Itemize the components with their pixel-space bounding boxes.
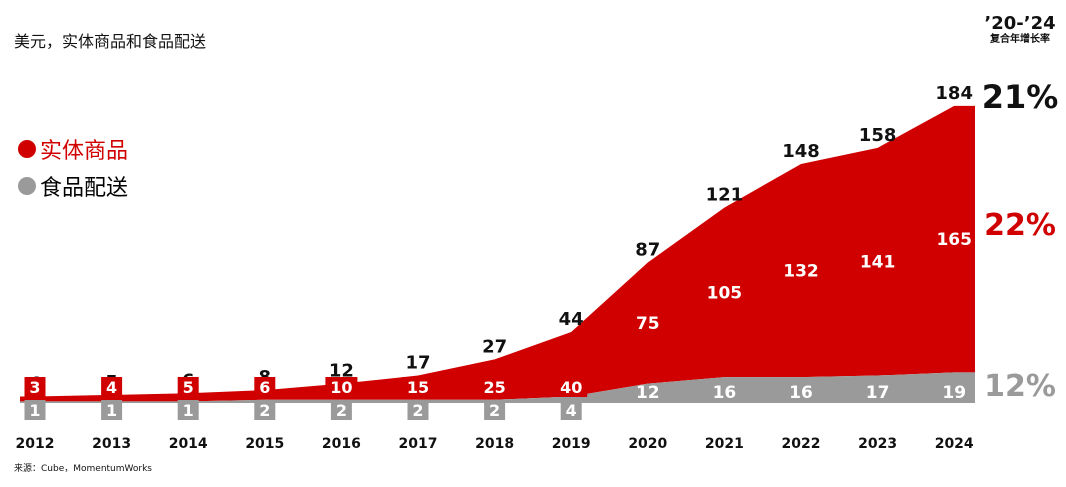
- total-label: 17: [405, 353, 430, 374]
- legend-label-food: 食品配送: [40, 176, 129, 201]
- food-value-label: 2: [336, 401, 347, 420]
- physical-value-label: 6: [259, 378, 270, 397]
- physical-value-label: 5: [183, 378, 194, 397]
- food-value-label: 16: [713, 383, 737, 403]
- source-note: 来源：Cube，MomentumWorks: [14, 464, 152, 474]
- x-tick-label: 2016: [322, 436, 361, 452]
- food-value-label: 1: [106, 401, 117, 420]
- food-value-label: 2: [412, 401, 423, 420]
- physical-value-label: 165: [936, 230, 972, 250]
- x-tick-label: 2018: [475, 436, 514, 452]
- cagr-label: 复合年增长率: [990, 34, 1050, 45]
- food-value-label: 1: [183, 401, 194, 420]
- food-label-box: [101, 400, 123, 420]
- food-value-label: 2: [259, 401, 270, 420]
- food-label-box: [407, 400, 429, 420]
- physical-value-label: 141: [860, 253, 896, 273]
- cagr-header: ’20-’24 复合年增长率: [980, 14, 1060, 46]
- physical-label-box: [177, 377, 199, 397]
- total-label: 27: [482, 336, 507, 357]
- total-label: 148: [782, 141, 820, 162]
- food-value-label: 17: [866, 383, 890, 403]
- x-tick-label: 2013: [92, 436, 131, 452]
- total-label: 44: [559, 309, 584, 330]
- area-food-delivery: [20, 372, 975, 403]
- total-label: 184: [935, 83, 973, 104]
- total-label: 12: [329, 361, 354, 382]
- legend-item-food: 食品配送: [18, 170, 128, 202]
- food-label-box: [330, 400, 352, 420]
- x-tick-label: 2021: [705, 436, 744, 452]
- physical-label-box: [24, 377, 46, 397]
- food-value-label: 12: [636, 383, 660, 403]
- total-label: 158: [859, 125, 897, 146]
- food-label-box: [560, 400, 582, 420]
- x-tick-label: 2014: [169, 436, 208, 452]
- x-tick-label: 2019: [552, 436, 591, 452]
- cagr-total: 21%: [982, 78, 1059, 116]
- x-tick-label: 2015: [245, 436, 284, 452]
- legend-label-physical: 实体商品: [40, 139, 129, 164]
- physical-value-label: 40: [560, 378, 582, 397]
- food-label-box: [484, 400, 506, 420]
- legend-item-physical: 实体商品: [18, 133, 128, 165]
- physical-label-box: [101, 377, 123, 397]
- cagr-physical: 22%: [984, 208, 1056, 243]
- physical-value-label: 4: [106, 378, 117, 397]
- physical-value-label: 25: [483, 378, 505, 397]
- x-tick-label: 2024: [935, 436, 974, 452]
- x-tick-label: 2022: [782, 436, 821, 452]
- x-tick-label: 2012: [16, 436, 55, 452]
- food-value-label: 2: [489, 401, 500, 420]
- x-tick-label: 2020: [628, 436, 667, 452]
- physical-value-label: 75: [636, 314, 660, 334]
- physical-value-label: 3: [29, 378, 40, 397]
- physical-label-box: [555, 377, 588, 397]
- cagr-food: 12%: [984, 369, 1056, 404]
- food-label-box: [24, 400, 46, 420]
- physical-label-box: [478, 377, 511, 397]
- food-value-label: 4: [566, 401, 577, 420]
- physical-value-label: 15: [407, 378, 429, 397]
- legend-dot-food-icon: [18, 177, 36, 195]
- physical-value-label: 105: [707, 283, 743, 303]
- chart-subtitle: 美元，实体商品和食品配送: [14, 32, 207, 51]
- food-label-box: [254, 400, 276, 420]
- area-physical-goods: [20, 105, 975, 402]
- total-label: 121: [706, 185, 744, 206]
- physical-label-box: [325, 377, 358, 397]
- food-value-label: 16: [789, 383, 813, 403]
- food-label-box: [177, 400, 199, 420]
- food-value-label: 19: [942, 383, 966, 403]
- food-value-label: 1: [29, 401, 40, 420]
- legend-dot-physical-icon: [18, 140, 36, 158]
- x-tick-label: 2023: [858, 436, 897, 452]
- physical-label-box: [254, 377, 276, 397]
- x-tick-label: 2017: [399, 436, 438, 452]
- total-label: 87: [635, 239, 660, 260]
- physical-label-box: [402, 377, 434, 397]
- physical-value-label: 132: [783, 262, 819, 282]
- physical-value-label: 10: [330, 378, 352, 397]
- cagr-period: ’20-’24: [984, 13, 1056, 34]
